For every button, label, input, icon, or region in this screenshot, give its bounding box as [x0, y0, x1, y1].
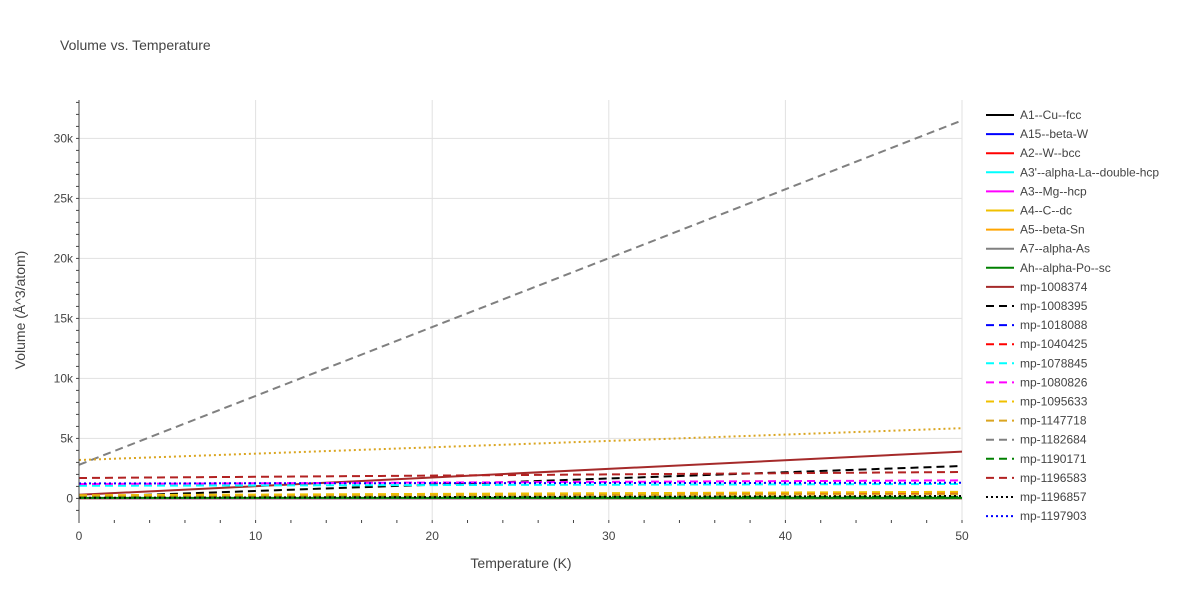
- y-tick-label: 15k: [54, 311, 74, 325]
- y-tick-label: 10k: [54, 371, 74, 385]
- x-axis-label: Temperature (K): [470, 555, 571, 571]
- legend-label[interactable]: mp-1040425: [1020, 337, 1088, 351]
- legend-label[interactable]: mp-1080826: [1020, 375, 1088, 389]
- x-tick-label: 20: [426, 529, 440, 543]
- x-tick-label: 50: [955, 529, 969, 543]
- chart-title: Volume vs. Temperature: [60, 37, 211, 53]
- legend-label[interactable]: mp-1197903: [1020, 509, 1087, 523]
- y-tick-label: 20k: [54, 251, 74, 265]
- y-tick-label: 25k: [54, 191, 74, 205]
- legend-label[interactable]: A7--alpha-As: [1020, 242, 1090, 256]
- legend-label[interactable]: A3'--alpha-La--double-hcp: [1020, 165, 1159, 179]
- x-tick-label: 10: [249, 529, 263, 543]
- legend-label[interactable]: Ah--alpha-Po--sc: [1020, 261, 1111, 275]
- legend-label[interactable]: A1--Cu--fcc: [1020, 108, 1081, 122]
- legend-label[interactable]: mp-1008395: [1020, 299, 1088, 313]
- legend-label[interactable]: mp-1008374: [1020, 280, 1088, 294]
- legend-label[interactable]: mp-1182684: [1020, 433, 1087, 447]
- legend-label[interactable]: mp-1147718: [1020, 414, 1087, 428]
- x-tick-label: 0: [76, 529, 83, 543]
- y-axis-label: Volume (Å^3/atom): [12, 251, 28, 370]
- legend-label[interactable]: mp-1196583: [1020, 471, 1087, 485]
- legend-label[interactable]: A2--W--bcc: [1020, 146, 1080, 160]
- legend-label[interactable]: A3--Mg--hcp: [1020, 184, 1087, 198]
- legend-label[interactable]: mp-1196857: [1020, 490, 1087, 504]
- legend-label[interactable]: A15--beta-W: [1020, 127, 1089, 141]
- legend-label[interactable]: A4--C--dc: [1020, 204, 1072, 218]
- y-tick-label: 5k: [60, 431, 74, 445]
- y-tick-label: 30k: [54, 131, 74, 145]
- legend-label[interactable]: mp-1190171: [1020, 452, 1087, 466]
- legend-label[interactable]: mp-1078845: [1020, 356, 1088, 370]
- x-tick-label: 40: [779, 529, 793, 543]
- legend-label[interactable]: mp-1095633: [1020, 395, 1088, 409]
- legend-label[interactable]: A5--beta-Sn: [1020, 223, 1085, 237]
- x-tick-label: 30: [602, 529, 616, 543]
- y-tick-label: 0: [66, 491, 73, 505]
- legend-label[interactable]: mp-1018088: [1020, 318, 1088, 332]
